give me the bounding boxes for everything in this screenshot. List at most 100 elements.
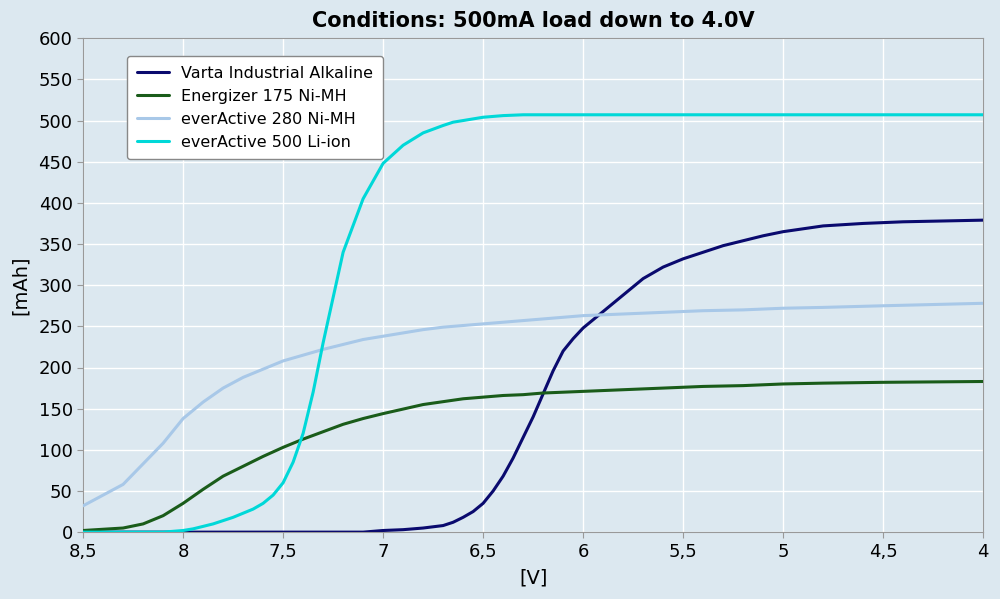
Varta Industrial Alkaline <box>937 217 949 225</box>
everActive 280 Ni-MH <box>817 304 829 311</box>
everActive 280 Ni-MH <box>537 315 549 322</box>
everActive 280 Ni-MH <box>497 319 509 326</box>
everActive 280 Ni-MH <box>877 302 889 309</box>
everActive 500 Li-ion <box>877 111 889 119</box>
Line: everActive 280 Ni-MH: everActive 280 Ni-MH <box>83 303 983 506</box>
Energizer 175 Ni-MH <box>537 389 549 397</box>
Varta Industrial Alkaline <box>477 500 489 507</box>
everActive 280 Ni-MH <box>237 374 249 381</box>
Varta Industrial Alkaline <box>657 264 669 271</box>
everActive 280 Ni-MH <box>197 398 209 406</box>
Energizer 175 Ni-MH <box>217 473 229 480</box>
Energizer 175 Ni-MH <box>477 394 489 401</box>
everActive 500 Li-ion <box>337 249 349 256</box>
Varta Industrial Alkaline <box>457 514 469 521</box>
Energizer 175 Ni-MH <box>557 389 569 396</box>
Energizer 175 Ni-MH <box>157 512 169 519</box>
Varta Industrial Alkaline <box>337 528 349 536</box>
Energizer 175 Ni-MH <box>417 401 429 408</box>
everActive 280 Ni-MH <box>477 320 489 328</box>
everActive 500 Li-ion <box>477 114 489 121</box>
Legend: Varta Industrial Alkaline, Energizer 175 Ni-MH, everActive 280 Ni-MH, everActive: Varta Industrial Alkaline, Energizer 175… <box>127 56 383 159</box>
Varta Industrial Alkaline <box>597 308 609 315</box>
Varta Industrial Alkaline <box>157 528 169 536</box>
everActive 500 Li-ion <box>277 479 289 486</box>
everActive 500 Li-ion <box>237 510 249 517</box>
Line: everActive 500 Li-ion: everActive 500 Li-ion <box>83 115 983 532</box>
Energizer 175 Ni-MH <box>517 391 529 398</box>
everActive 280 Ni-MH <box>777 305 789 312</box>
everActive 500 Li-ion <box>377 160 389 167</box>
everActive 500 Li-ion <box>287 459 299 466</box>
Varta Industrial Alkaline <box>507 455 519 462</box>
everActive 280 Ni-MH <box>657 308 669 316</box>
everActive 280 Ni-MH <box>357 336 369 343</box>
Varta Industrial Alkaline <box>717 242 729 249</box>
Energizer 175 Ni-MH <box>617 386 629 394</box>
Varta Industrial Alkaline <box>97 528 109 536</box>
everActive 280 Ni-MH <box>317 346 329 353</box>
everActive 500 Li-ion <box>397 141 409 149</box>
Energizer 175 Ni-MH <box>377 410 389 417</box>
Varta Industrial Alkaline <box>567 335 579 342</box>
everActive 500 Li-ion <box>357 195 369 202</box>
everActive 500 Li-ion <box>517 111 529 119</box>
everActive 500 Li-ion <box>217 517 229 524</box>
everActive 280 Ni-MH <box>257 365 269 373</box>
Varta Industrial Alkaline <box>357 528 369 536</box>
everActive 500 Li-ion <box>777 111 789 119</box>
Varta Industrial Alkaline <box>377 527 389 534</box>
Varta Industrial Alkaline <box>557 347 569 355</box>
everActive 280 Ni-MH <box>517 317 529 324</box>
everActive 280 Ni-MH <box>157 440 169 447</box>
everActive 500 Li-ion <box>317 339 329 346</box>
everActive 500 Li-ion <box>267 492 279 499</box>
everActive 280 Ni-MH <box>617 310 629 317</box>
everActive 280 Ni-MH <box>177 415 189 422</box>
everActive 500 Li-ion <box>497 112 509 119</box>
Varta Industrial Alkaline <box>277 528 289 536</box>
Energizer 175 Ni-MH <box>777 380 789 388</box>
Energizer 175 Ni-MH <box>297 435 309 443</box>
everActive 280 Ni-MH <box>557 314 569 321</box>
Title: Conditions: 500mA load down to 4.0V: Conditions: 500mA load down to 4.0V <box>312 11 754 31</box>
Varta Industrial Alkaline <box>467 508 479 515</box>
Varta Industrial Alkaline <box>437 522 449 529</box>
everActive 280 Ni-MH <box>337 341 349 348</box>
Varta Industrial Alkaline <box>527 413 539 420</box>
Line: Varta Industrial Alkaline: Varta Industrial Alkaline <box>83 220 983 532</box>
Varta Industrial Alkaline <box>677 255 689 262</box>
everActive 280 Ni-MH <box>697 307 709 314</box>
Line: Energizer 175 Ni-MH: Energizer 175 Ni-MH <box>83 382 983 531</box>
everActive 280 Ni-MH <box>77 502 89 509</box>
Energizer 175 Ni-MH <box>257 453 269 460</box>
everActive 500 Li-ion <box>257 500 269 507</box>
Varta Industrial Alkaline <box>497 473 509 480</box>
Varta Industrial Alkaline <box>297 528 309 536</box>
Y-axis label: [mAh]: [mAh] <box>11 255 30 315</box>
Energizer 175 Ni-MH <box>317 428 329 435</box>
Varta Industrial Alkaline <box>537 390 549 397</box>
everActive 500 Li-ion <box>457 117 469 124</box>
Varta Industrial Alkaline <box>897 218 909 225</box>
everActive 280 Ni-MH <box>217 385 229 392</box>
everActive 280 Ni-MH <box>417 326 429 333</box>
Energizer 175 Ni-MH <box>457 395 469 403</box>
everActive 280 Ni-MH <box>397 329 409 337</box>
Energizer 175 Ni-MH <box>877 379 889 386</box>
Varta Industrial Alkaline <box>207 528 219 536</box>
Varta Industrial Alkaline <box>317 528 329 536</box>
everActive 500 Li-ion <box>177 527 189 534</box>
everActive 500 Li-ion <box>247 506 259 513</box>
Varta Industrial Alkaline <box>817 222 829 229</box>
Energizer 175 Ni-MH <box>197 486 209 493</box>
Varta Industrial Alkaline <box>117 528 129 536</box>
Varta Industrial Alkaline <box>77 528 89 536</box>
Varta Industrial Alkaline <box>177 528 189 536</box>
everActive 280 Ni-MH <box>977 300 989 307</box>
Varta Industrial Alkaline <box>197 528 209 536</box>
Energizer 175 Ni-MH <box>817 380 829 387</box>
everActive 500 Li-ion <box>577 111 589 119</box>
everActive 500 Li-ion <box>487 113 499 120</box>
Energizer 175 Ni-MH <box>177 500 189 507</box>
